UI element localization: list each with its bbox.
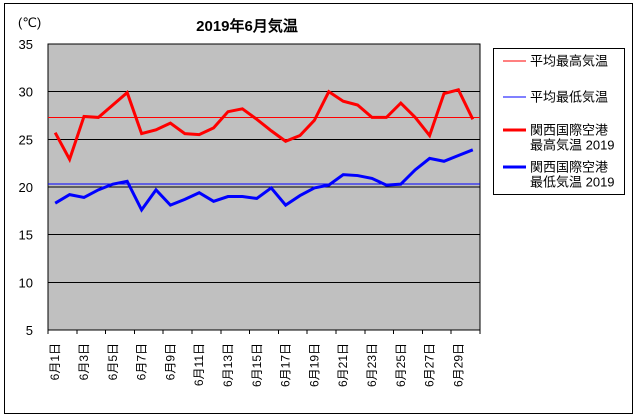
x-axis-label: 6月29日	[451, 343, 465, 387]
x-axis-label: 6月11日	[192, 343, 206, 386]
legend-entry-avg-high: 平均最高気温	[503, 54, 608, 69]
legend-label: 関西国際空港	[530, 160, 608, 175]
y-axis-unit-label: (℃)	[18, 15, 41, 30]
x-axis-label: 6月3日	[77, 343, 91, 380]
legend-label: 平均最低気温	[530, 90, 608, 105]
y-axis-labels: 35 30 25 20 15 10 5	[19, 37, 33, 338]
y-axis-tick-label: 25	[19, 132, 33, 147]
legend-label: 最低気温 2019	[530, 175, 615, 190]
x-axis-label: 6月25日	[394, 343, 408, 387]
legend-label: 平均最高気温	[530, 54, 608, 69]
x-axis-label: 6月21日	[336, 343, 350, 387]
gridlines	[48, 43, 480, 331]
x-axis-label: 6月27日	[423, 343, 437, 387]
y-axis-tick-label: 10	[19, 275, 33, 290]
chart-title: 2019年6月気温	[196, 17, 298, 35]
x-axis-label: 6月1日	[48, 343, 62, 380]
x-axis-label: 6月5日	[106, 343, 120, 380]
series-line-kix-low-2019	[54, 148, 474, 213]
y-axis-tick-label: 5	[26, 323, 33, 338]
x-axis-label: 6月13日	[221, 343, 235, 387]
y-axis-tick-label: 15	[19, 228, 33, 243]
legend-label: 関西国際空港	[530, 123, 608, 138]
legend-entry-avg-low: 平均最低気温	[503, 90, 608, 105]
x-axis-ticks	[47, 330, 481, 334]
x-axis-label: 6月15日	[250, 343, 264, 387]
x-axis-label: 6月17日	[279, 343, 293, 387]
y-axis-tick-label: 20	[19, 180, 33, 195]
legend-label: 最高気温 2019	[530, 138, 615, 153]
x-axis-label: 6月9日	[163, 343, 177, 380]
x-axis-label: 6月23日	[365, 343, 379, 387]
x-axis-labels: 6月1日 6月3日 6月5日 6月7日 6月9日 6月11日 6月13日 6月15日 6月17日…	[48, 343, 465, 387]
y-axis-tick-label: 35	[19, 37, 33, 52]
series-line-kix-high-2019	[53, 87, 475, 164]
series-lines	[48, 87, 480, 213]
x-axis-label: 6月19日	[307, 343, 321, 387]
legend-box	[493, 48, 625, 195]
y-axis-tick-label: 30	[19, 85, 33, 100]
x-axis-label: 6月7日	[135, 343, 149, 380]
